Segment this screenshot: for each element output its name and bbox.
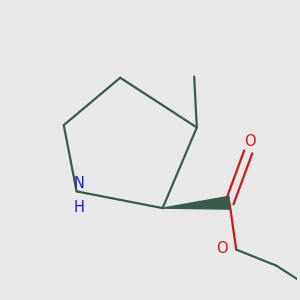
Polygon shape bbox=[163, 196, 230, 209]
Text: O: O bbox=[244, 134, 255, 149]
Text: N: N bbox=[74, 176, 85, 191]
Text: H: H bbox=[74, 200, 85, 215]
Text: O: O bbox=[216, 241, 227, 256]
